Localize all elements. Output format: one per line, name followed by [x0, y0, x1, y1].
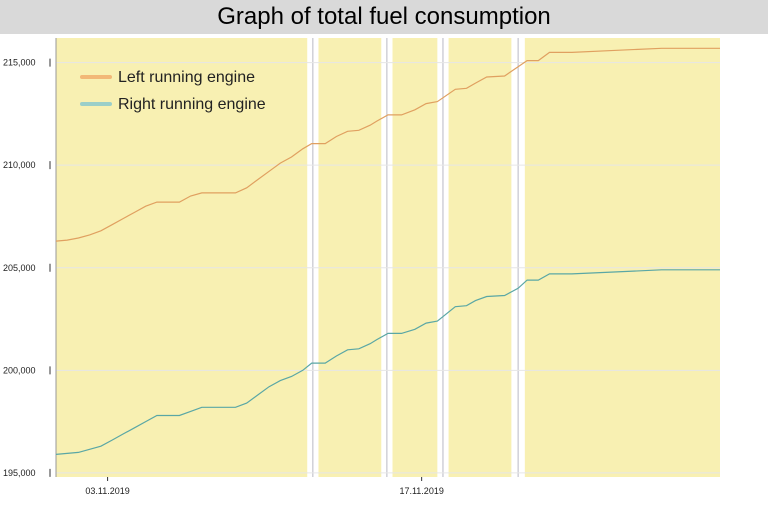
y-tick-label: 195,000 — [3, 468, 36, 478]
title-bar — [0, 0, 768, 34]
series-line — [55, 47, 720, 242]
active-period-band — [318, 38, 382, 477]
y-tick-label: 210,000 — [3, 160, 36, 170]
grid-lines — [56, 62, 720, 474]
active-period-band — [448, 38, 512, 477]
period-gap-lines — [312, 38, 519, 477]
series-line — [55, 269, 720, 455]
active-period-band — [56, 38, 308, 477]
active-period-band — [392, 38, 438, 477]
y-tick-label: 215,000 — [3, 58, 36, 68]
active-period-bands — [56, 38, 720, 477]
chart-title: Graph of total fuel consumption — [217, 3, 551, 30]
active-period-band — [524, 38, 720, 477]
y-tick-label: 200,000 — [3, 365, 36, 375]
legend: Left running engine Right running engine — [80, 69, 266, 113]
x-tick-label: 17.11.2019 — [399, 486, 443, 496]
axes: 195,000 200,000 205,000 210,000 215,000 03.11… — [3, 38, 444, 496]
legend-label: Left running engine — [118, 69, 255, 86]
legend-label: Right running engine — [118, 96, 266, 113]
x-tick-label: 03.11.2019 — [85, 486, 129, 496]
series-lines — [55, 47, 720, 455]
y-tick-label: 205,000 — [3, 263, 36, 273]
